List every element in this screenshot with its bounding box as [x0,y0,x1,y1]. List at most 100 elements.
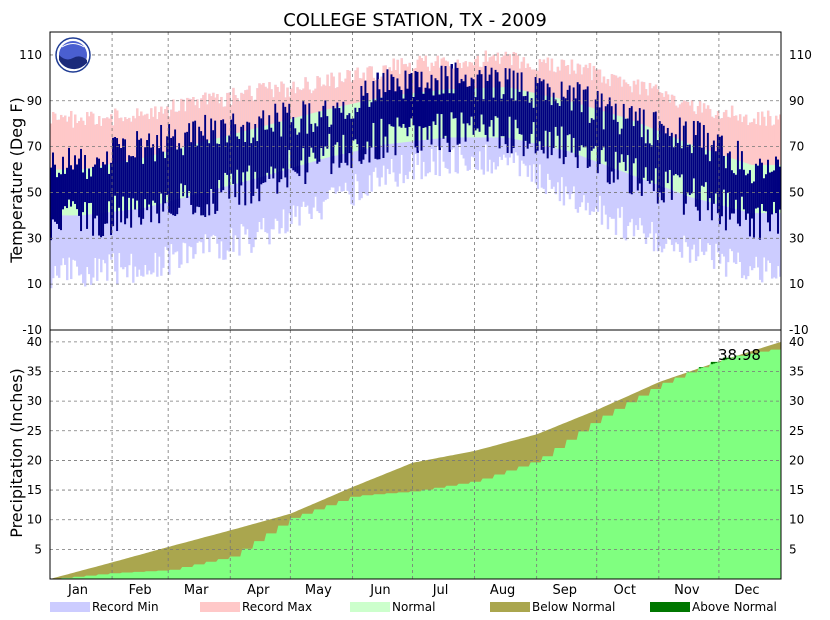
actual-temp-bar [598,107,602,165]
actual-temp-bar [136,131,139,201]
precipitation-ticks-right: 5 10 15 20 25 30 35 40 [789,335,804,556]
actual-temp-bar [532,107,536,123]
record-max-bar [718,118,722,155]
record-max-bar [290,88,293,119]
actual-temp-bar [326,116,329,149]
record-max-bar [276,87,279,123]
record-max-bar [736,120,740,161]
actual-temp-bar [124,139,127,225]
actual-temp-bar [696,121,700,211]
actual-temp-bar [206,139,209,205]
actual-temp-bar [52,152,55,220]
actual-temp-bar [94,164,97,219]
record-max-bar [748,122,752,165]
actual-temp-bar [86,178,89,229]
actual-temp-bar [266,129,269,173]
actual-temp-bar [772,170,776,202]
record-max-bar [298,89,301,117]
record-max-bar [228,92,231,136]
actual-temp-bar [208,143,211,216]
actual-temp-bar [352,118,355,141]
actual-temp-bar [280,136,283,180]
actual-temp-bar [466,86,469,124]
actual-temp-bar [650,145,654,181]
record-max-bar [90,111,93,168]
actual-temp-bar [624,118,628,171]
record-max-bar [176,111,179,149]
actual-temp-bar [552,92,556,149]
record-max-bar [172,99,175,150]
actual-temp-bar [182,155,185,197]
record-max-bar [308,89,311,115]
precipitation-tick-label-right: 15 [789,483,804,497]
actual-temp-bar [490,67,494,121]
actual-temp-bar [58,172,61,229]
actual-temp-bar [572,87,576,138]
actual-temp-bar [440,65,443,115]
record-max-bar [316,76,319,112]
precipitation-tick-label: 10 [27,513,42,527]
actual-temp-bar [430,74,433,145]
record-max-bar [614,75,618,115]
record-max-bar [650,88,654,129]
actual-temp-bar [492,97,496,137]
actual-temp-bar [314,123,317,159]
actual-temp-bar [398,86,401,127]
actual-temp-bar [128,155,131,198]
actual-temp-bar [762,178,766,211]
record-max-bar [232,87,235,135]
actual-temp-bar [646,129,650,182]
actual-temp-bar [658,121,662,193]
actual-temp-bar [174,129,177,216]
actual-temp-bar [594,99,598,146]
actual-temp-bar [248,122,251,166]
actual-temp-bar [142,163,145,219]
record-max-bar [56,119,59,170]
temperature-ticks-left: -10 10 30 50 70 90 110 [19,48,42,337]
record-max-bar [244,90,247,131]
actual-temp-bar [334,108,337,145]
precipitation-tick-label: 30 [27,394,42,408]
actual-temp-bar [672,147,676,176]
record-max-bar [770,125,774,165]
actual-temp-bar [374,99,377,159]
record-max-bar [496,52,500,88]
actual-temp-bar [78,158,81,216]
normal-bar [460,88,463,138]
actual-temp-bar [132,155,135,199]
actual-temp-bar [54,164,57,222]
actual-temp-bar [478,70,481,132]
actual-temp-bar [260,118,263,185]
record-max-bar [402,64,405,95]
actual-temp-bar [296,134,299,174]
record-max-bar [256,88,259,128]
actual-temp-bar [638,108,642,184]
record-max-bar [350,81,353,105]
actual-temp-bar [426,82,429,140]
month-axis: Jan Feb Mar Apr May Jun Jul Aug Sep Oct Nov Dec [67,583,760,598]
precipitation-tick-label: 25 [27,424,42,438]
actual-temp-bar [68,147,71,200]
actual-temp-bar [66,167,69,209]
actual-temp-bar [692,120,696,179]
record-max-bar [604,83,608,112]
record-max-bar [712,118,716,153]
actual-temp-bar [324,100,327,147]
record-max-bar [524,68,528,92]
actual-temp-bar [590,118,594,151]
actual-temp-bar [116,138,119,232]
actual-temp-bar [228,135,231,199]
actual-temp-bar [252,137,255,196]
record-max-bar [682,100,686,142]
record-max-bar [746,125,750,164]
record-max-bar [700,112,704,149]
actual-temp-bar [584,89,588,148]
above-normal-bar [698,367,702,369]
record-max-bar [468,61,471,89]
actual-temp-bar [656,140,660,204]
record-max-bar [226,92,229,136]
actual-temp-bar [528,102,532,144]
month-label: Sep [552,583,577,598]
actual-temp-bar [226,142,229,175]
record-max-bar [634,84,638,122]
